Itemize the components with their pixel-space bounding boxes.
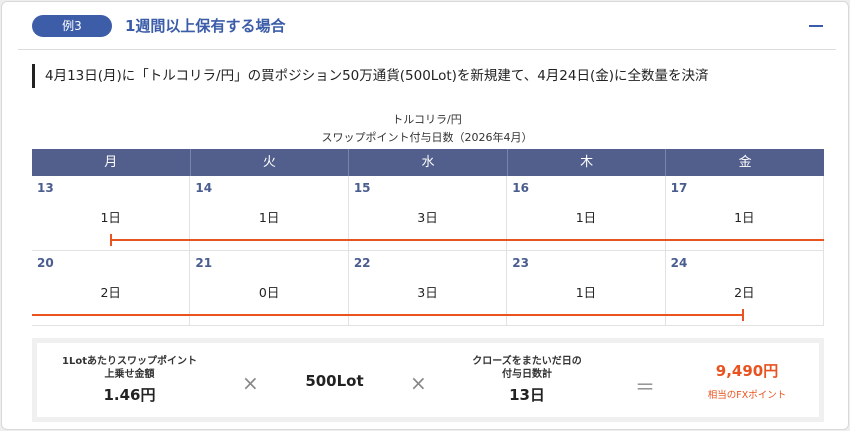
example-badge: 例3	[32, 15, 112, 37]
swap-days: 1日	[100, 210, 121, 225]
swap-amount-label: 1Lotあたりスワップポイント	[62, 356, 197, 367]
calendar-week-1: 13 1日 14 1日 15 3日 16 1日 17 1日	[32, 176, 825, 251]
weekday-tue: 火	[191, 149, 350, 176]
days-total-label-2: 付与日数計	[502, 369, 552, 380]
day-number: 21	[195, 256, 213, 270]
swap-days: 0日	[258, 285, 280, 300]
result-label: 相当のFXポイント	[707, 390, 787, 401]
days-total-value: 13日	[509, 386, 545, 404]
holding-period-bar	[110, 239, 824, 241]
weekday-wed: 水	[349, 149, 508, 176]
swap-days: 3日	[417, 285, 438, 300]
weekday-fri: 金	[738, 155, 752, 170]
day-number: 13	[37, 181, 54, 195]
swap-calendar: 月 火 水 木 金 13 1日 14 1日 15 3日 16 1日	[32, 149, 825, 326]
calendar-day: 13 1日	[32, 176, 191, 250]
calendar-header-row: 月 火 水 木 金	[32, 149, 824, 176]
calculation-summary: 1Lotあたりスワップポイント 上乗せ金額 1.46円 × 500Lot × ク…	[32, 338, 824, 422]
day-number: 24	[670, 256, 688, 270]
calendar-day: 22 3日	[349, 251, 508, 325]
weekday-thu: 木	[508, 149, 667, 176]
day-number: 23	[512, 256, 529, 270]
calendar-subtitle: スワップポイント付与日数（2026年4月）	[321, 131, 533, 144]
calendar-day: 24 2日	[666, 251, 825, 325]
swap-amount-label-2: 上乗せ金額	[104, 369, 155, 380]
calendar-week-2: 20 2日 21 0日 22 3日 23 1日 24 2日	[32, 251, 825, 326]
calendar-day: 17 1日	[666, 176, 825, 250]
days-total-item: クローズをまたいだ日の 付与日数計 13日	[462, 355, 592, 405]
calendar-day: 23 1日	[507, 251, 666, 325]
calendar-day: 21 0日	[190, 251, 349, 325]
swap-days: 2日	[734, 285, 755, 300]
day-number: 16	[512, 181, 529, 195]
calendar-title: トルコリラ/円	[392, 113, 462, 126]
day-number: 20	[37, 256, 54, 270]
swap-days: 1日	[575, 285, 597, 300]
lot-item: 500Lot	[292, 372, 377, 390]
holding-end-marker	[742, 309, 744, 321]
day-number: 14	[195, 181, 213, 195]
calculation-box: 1Lotあたりスワップポイント 上乗せ金額 1.46円 × 500Lot × ク…	[37, 343, 819, 417]
description-text: 4月13日(月)に「トルコリラ/円」の買ポジション50万通貨(500Lot)を新…	[32, 64, 709, 88]
swap-days: 2日	[100, 285, 121, 300]
day-number: 17	[670, 181, 688, 195]
multiply-icon: ×	[410, 371, 427, 395]
multiply-icon: ×	[242, 371, 259, 395]
swap-days: 1日	[258, 210, 280, 225]
result-value: 9,490円	[715, 362, 779, 380]
swap-amount-item: 1Lotあたりスワップポイント 上乗せ金額 1.46円	[57, 355, 202, 405]
day-number: 22	[353, 256, 371, 270]
swap-days: 1日	[734, 210, 755, 225]
collapse-icon[interactable]	[809, 25, 823, 27]
swap-days: 3日	[417, 210, 438, 225]
calendar-day: 20 2日	[32, 251, 191, 325]
holding-period-bar	[32, 314, 744, 316]
calendar-day: 14 1日	[190, 176, 349, 250]
result-item: 9,490円 相当のFXポイント	[692, 360, 802, 401]
section-title: 1週間以上保有する場合	[125, 17, 286, 35]
equals-icon: ＝	[635, 375, 655, 399]
swap-days: 1日	[575, 210, 597, 225]
days-total-label: クローズをまたいだ日の	[472, 356, 582, 367]
calendar-day: 15 3日	[349, 176, 508, 250]
accordion-header[interactable]: 例3 1週間以上保有する場合	[18, 2, 836, 50]
lot-value: 500Lot	[305, 372, 364, 390]
weekday-mon: 月	[32, 149, 191, 176]
day-number: 15	[353, 181, 371, 195]
calendar-day: 16 1日	[507, 176, 666, 250]
swap-amount-value: 1.46円	[103, 386, 156, 404]
